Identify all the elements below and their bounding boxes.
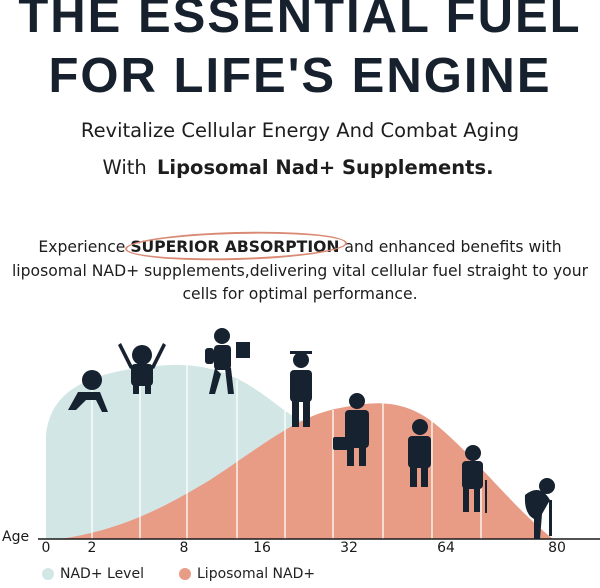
student-icon [205, 328, 250, 394]
tick-label: 64 [437, 540, 455, 556]
baby-crawling-icon [68, 370, 108, 412]
businessman-icon [333, 393, 369, 466]
subtitle-prefix: With [102, 156, 153, 179]
subtitle-line-2: With Liposomal Nad+ Supplements. [0, 156, 600, 179]
description-paragraph: Experience SUPERIOR ABSORPTION and enhan… [0, 236, 600, 307]
headline-line-1: THE ESSENTIAL FUEL [18, 0, 582, 43]
paragraph-prefix: Experience [38, 238, 131, 256]
legend-label: Liposomal NAD+ [197, 566, 316, 582]
tick-label: 0 [41, 540, 51, 556]
legend-dot-icon [42, 568, 54, 580]
toddler-icon [118, 343, 166, 394]
legend-liposomal-nad: Liposomal NAD+ [179, 566, 315, 582]
tick-label: 32 [340, 540, 358, 556]
legend-label: NAD+ Level [60, 566, 144, 582]
tick-label: 2 [87, 540, 97, 556]
elder-with-cane-icon [462, 445, 487, 513]
tick-label: 80 [548, 540, 566, 556]
nad-chart [38, 328, 600, 540]
paragraph-emphasis: SUPERIOR ABSORPTION [130, 238, 340, 256]
graduate-icon [290, 351, 312, 427]
adult-icon [408, 419, 431, 487]
subtitle-line-1: Revitalize Cellular Energy And Combat Ag… [80, 119, 520, 142]
subtitle-highlight: Liposomal Nad+ Supplements. [153, 156, 498, 179]
grid-lines [91, 360, 482, 539]
axis-label: Age [2, 529, 30, 545]
tick-label: 16 [253, 540, 271, 556]
paragraph-suffix: and enhanced benefits with liposomal NAD… [11, 238, 589, 303]
elderly-bent-icon [524, 478, 555, 539]
legend-dot-icon [179, 568, 191, 580]
tick-label: 8 [179, 540, 189, 556]
legend-nad-level: NAD+ Level [42, 566, 144, 582]
headline-line-2: FOR LIFE'S ENGINE [48, 49, 552, 103]
